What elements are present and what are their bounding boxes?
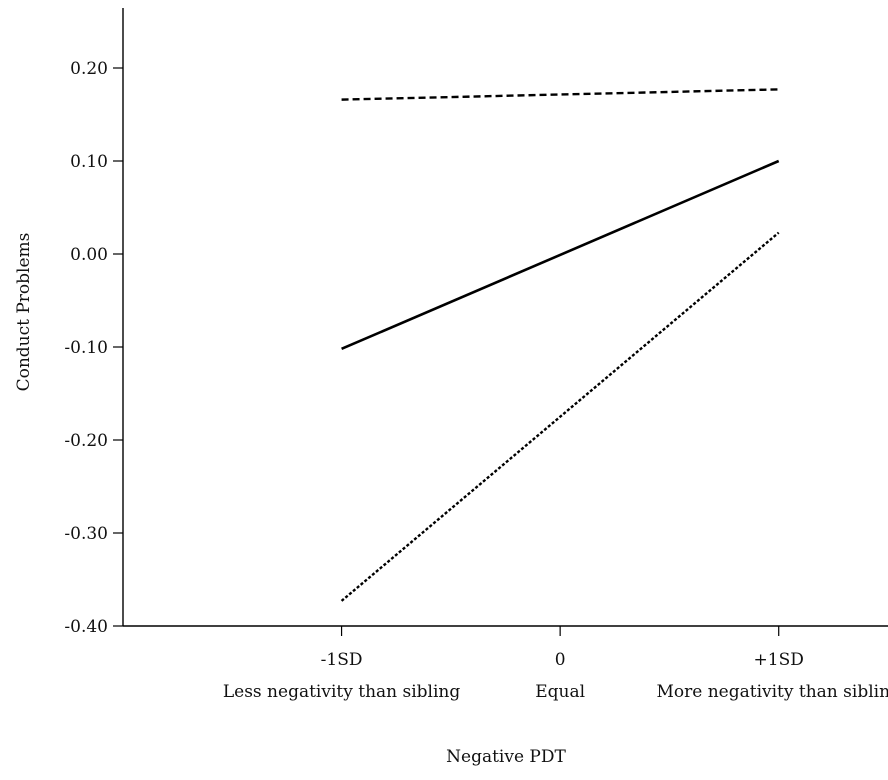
y-tick-label: 0.00 <box>70 245 108 265</box>
y-tick-label: -0.20 <box>64 431 108 451</box>
x-tick-label: +1SD <box>754 650 804 670</box>
y-tick-label: -0.40 <box>64 617 108 637</box>
x-axis-ticks: -1SD Less negativity than sibling 0 Equal +1… <box>223 626 888 702</box>
x-tick-sublabel: Equal <box>535 682 585 702</box>
y-axis-ticks: 0.20 0.10 0.00 -0.10 -0.20 -0.30 -0.40 <box>64 59 123 637</box>
y-tick-label: -0.30 <box>64 524 108 544</box>
x-axis-title: Negative PDT <box>446 747 566 767</box>
series-line-dotted <box>340 231 780 602</box>
series-line-dashed <box>341 88 779 101</box>
y-axis-title: Conduct Problems <box>14 233 34 392</box>
y-tick-label: 0.20 <box>70 59 108 79</box>
y-tick-label: -0.10 <box>64 338 108 358</box>
y-tick-label: 0.10 <box>70 152 108 172</box>
x-tick-label: -1SD <box>321 650 363 670</box>
x-tick-sublabel: More negativity than sibling <box>656 682 888 702</box>
series-lines <box>340 88 780 602</box>
x-tick-label: 0 <box>555 650 566 670</box>
x-tick-sublabel: Less negativity than sibling <box>223 682 461 702</box>
series-line-solid <box>341 159 780 351</box>
